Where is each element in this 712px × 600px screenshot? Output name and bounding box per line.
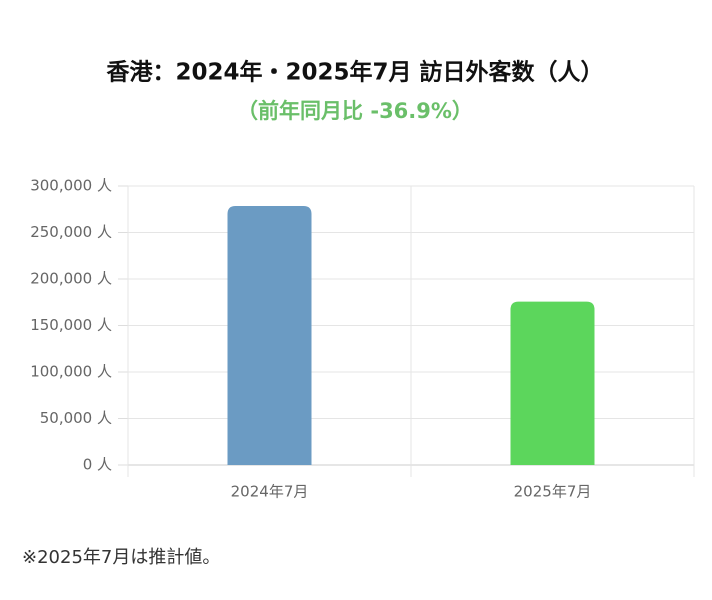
y-tick-label: 100,000 人 (30, 363, 112, 381)
y-tick-label: 200,000 人 (30, 270, 112, 288)
bar (227, 205, 312, 465)
chart-title: 香港：2024年・2025年7月 訪日外客数（人） (106, 59, 603, 86)
y-tick-label: 250,000 人 (30, 223, 112, 241)
x-tick-label: 2024年7月 (231, 483, 309, 501)
chart-subtitle: （前年同月比 -36.9%） (237, 99, 473, 123)
footnote: ※2025年7月は推計値。 (22, 547, 220, 568)
bar (510, 301, 595, 465)
y-tick-label: 300,000 人 (30, 177, 112, 195)
x-tick-label: 2025年7月 (514, 483, 592, 501)
y-tick-label: 50,000 人 (40, 409, 112, 427)
y-tick-label: 0 人 (83, 456, 112, 474)
y-tick-label: 150,000 人 (30, 316, 112, 334)
